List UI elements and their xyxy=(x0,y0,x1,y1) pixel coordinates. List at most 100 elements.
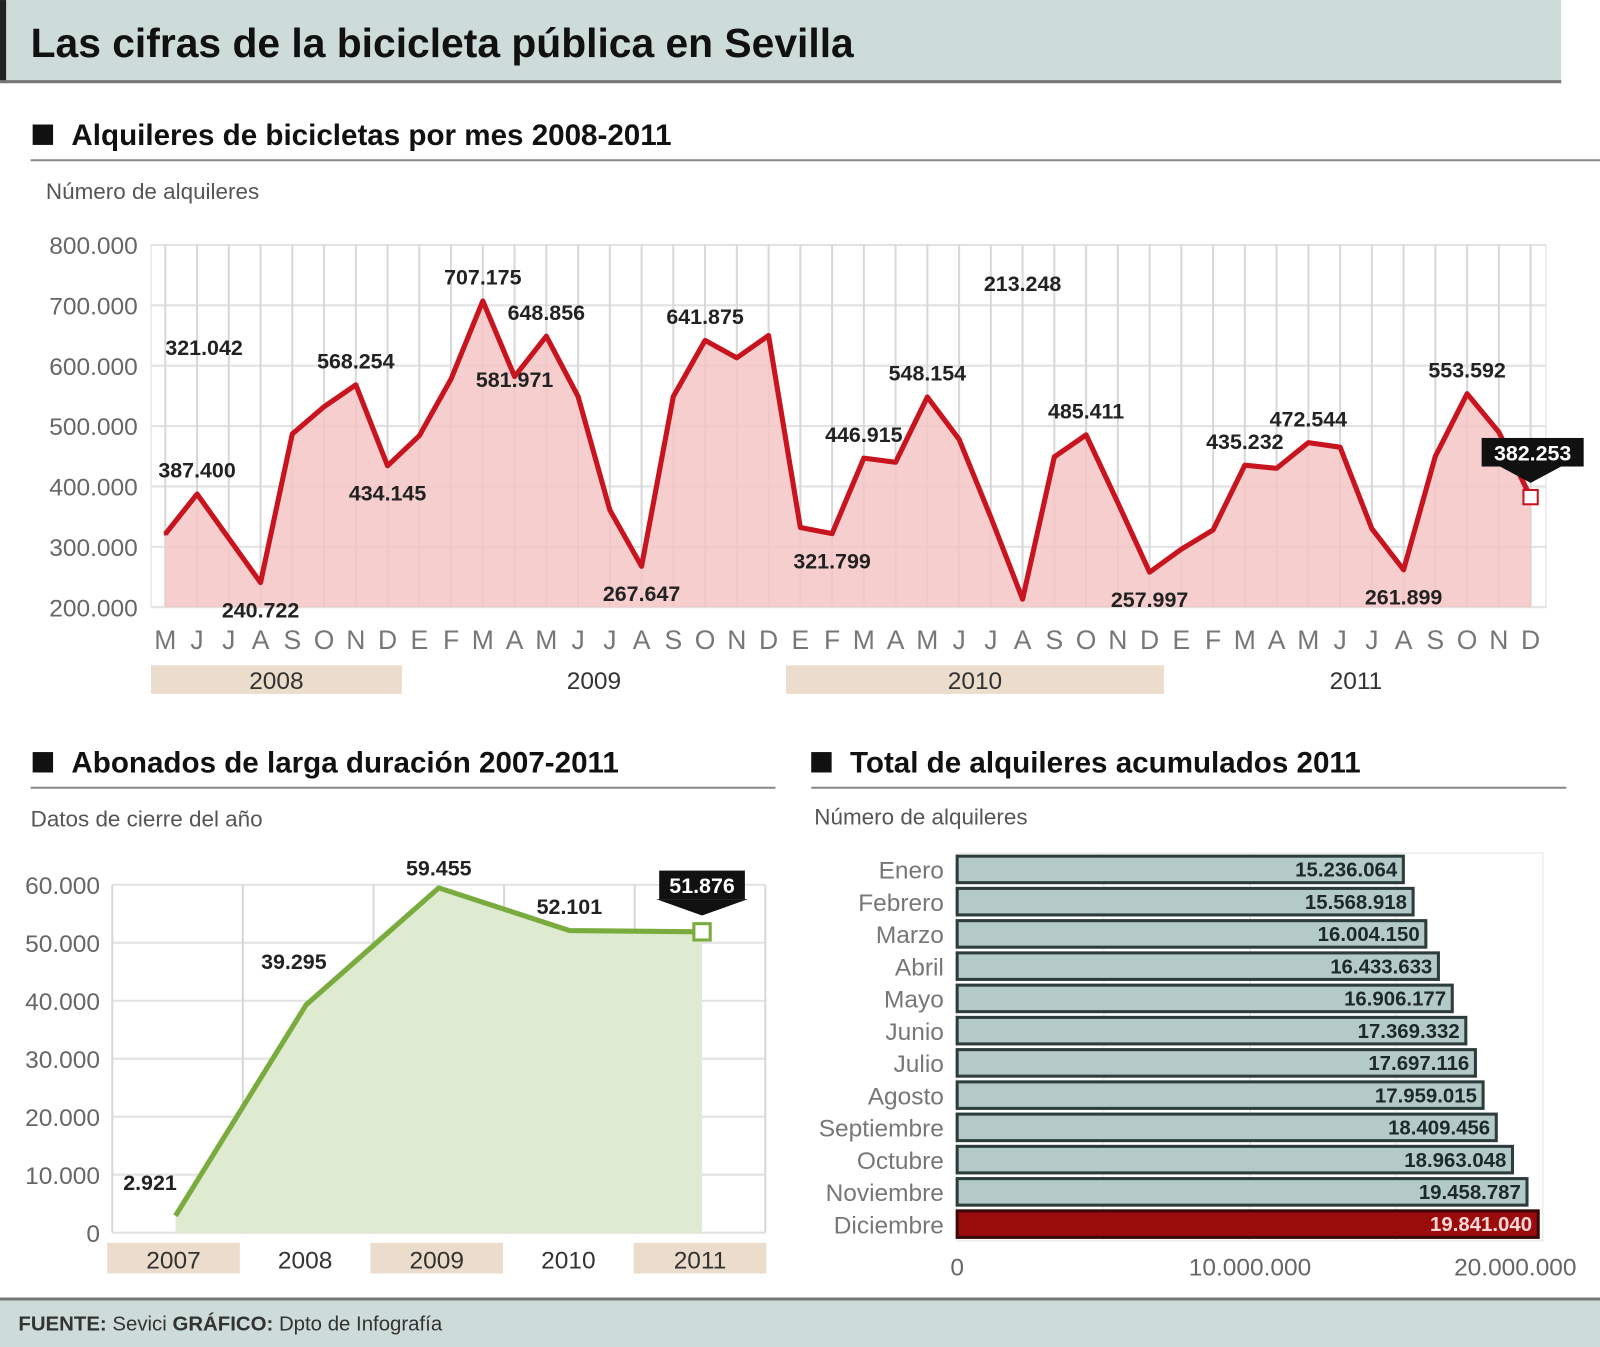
data-point xyxy=(513,375,517,379)
callout-pointer-icon xyxy=(1500,466,1562,483)
data-label: 52.101 xyxy=(537,895,603,919)
month-tick-label: O xyxy=(695,625,716,655)
area-fill xyxy=(175,887,703,1233)
section-bullet-icon xyxy=(811,752,832,773)
data-point xyxy=(830,532,834,536)
data-point xyxy=(1306,441,1310,445)
month-tick-label: J xyxy=(190,625,203,655)
bar-value-label: 17.697.116 xyxy=(1368,1053,1469,1075)
data-point xyxy=(1052,455,1056,459)
year-band xyxy=(107,1242,240,1274)
data-point xyxy=(894,460,898,464)
data-point xyxy=(1338,445,1342,449)
month-tick-label: D xyxy=(1521,625,1540,655)
subscribers-chart: 60.000 50.000 40.000 30.000 20.000 10.000 0 2.9… xyxy=(25,857,767,1274)
data-label: 39.295 xyxy=(261,950,327,974)
data-label: 382.253 xyxy=(1494,441,1571,465)
data-label: 548.154 xyxy=(889,362,966,386)
data-line xyxy=(163,298,1533,602)
source-label: FUENTE: xyxy=(18,1314,106,1336)
data-point xyxy=(1243,463,1247,467)
bar-value-label: 19.841.040 xyxy=(1430,1214,1532,1236)
page-title: Las cifras de la bicicleta pública en Se… xyxy=(31,20,854,66)
end-marker xyxy=(692,922,712,942)
bar xyxy=(955,1112,1498,1143)
data-label: 472.544 xyxy=(1270,407,1347,431)
month-tick-label: F xyxy=(824,625,840,655)
graphic-label: GRÁFICO: xyxy=(172,1313,273,1336)
source-value: Sevici xyxy=(112,1314,166,1336)
section-bullet-icon xyxy=(32,752,54,773)
data-point xyxy=(417,434,421,438)
year-label: 2010 xyxy=(541,1247,595,1274)
y-tick-label: 600.000 xyxy=(49,354,137,381)
subscribers-chart-subtitle: Datos de cierre del año xyxy=(31,807,263,832)
month-tick-label: F xyxy=(1205,625,1221,655)
data-point xyxy=(989,515,993,519)
month-tick-label: O xyxy=(1076,625,1097,655)
bar-value-label: 15.236.064 xyxy=(1295,860,1398,882)
footer-credits: FUENTE: Sevici GRÁFICO: Dpto de Infograf… xyxy=(18,1313,442,1336)
data-point xyxy=(227,536,231,540)
month-tick-label: A xyxy=(633,625,651,655)
x-tick-label: 20.000.000 xyxy=(1454,1255,1576,1282)
data-point xyxy=(957,437,961,441)
year-label: 2008 xyxy=(249,668,303,695)
data-point xyxy=(640,564,644,568)
month-tick-label: N xyxy=(1489,625,1508,655)
footer-band xyxy=(0,1297,1600,1347)
year-label: 2010 xyxy=(948,668,1002,695)
data-label: 59.455 xyxy=(406,857,472,881)
cumulative-chart: 15.236.064 Enero 15.568.918 Febrero 16.004.1… xyxy=(819,852,1577,1282)
data-label: 553.592 xyxy=(1428,358,1505,382)
data-point xyxy=(354,383,358,387)
data-label: 213.248 xyxy=(984,272,1061,296)
callout-pointer-icon xyxy=(656,899,748,916)
data-label: 568.254 xyxy=(317,350,394,374)
month-tick-label: J xyxy=(603,625,616,655)
year-label: 2007 xyxy=(146,1247,200,1274)
bar xyxy=(955,1209,1540,1239)
data-point xyxy=(735,356,739,360)
data-label: 446.915 xyxy=(825,423,902,447)
month-tick-label: S xyxy=(283,625,301,655)
month-tick-label: F xyxy=(443,625,459,655)
month-tick-label: S xyxy=(1045,625,1063,655)
month-tick-label: M xyxy=(853,625,875,655)
y-tick-label: 0 xyxy=(86,1221,100,1248)
y-tick-label: 800.000 xyxy=(49,233,137,260)
data-label: 434.145 xyxy=(349,482,426,506)
bar-category-label: Abril xyxy=(895,954,944,981)
data-point xyxy=(1084,433,1088,437)
month-tick-label: D xyxy=(759,625,778,655)
month-tick-label: E xyxy=(1173,625,1191,655)
month-tick-label: J xyxy=(222,625,235,655)
bar-category-label: Junio xyxy=(885,1019,944,1046)
month-tick-label: E xyxy=(410,625,428,655)
subscribers-chart-title: Abonados de larga duración 2007-2011 xyxy=(71,746,618,779)
month-tick-label: D xyxy=(378,625,397,655)
bar-value-label: 16.906.177 xyxy=(1344,989,1446,1011)
month-tick-label: M xyxy=(916,625,938,655)
month-tick-label: E xyxy=(791,625,809,655)
y-tick-label: 40.000 xyxy=(25,989,100,1016)
header-accent-bar xyxy=(0,0,7,82)
year-band xyxy=(370,1242,504,1274)
month-tick-label: S xyxy=(664,625,682,655)
data-label: 261.899 xyxy=(1365,585,1442,609)
cumulative-chart-xlabel: Número de alquileres xyxy=(814,805,1027,830)
bar-value-label: 19.458.787 xyxy=(1419,1182,1521,1204)
month-tick-label: A xyxy=(506,625,524,655)
y-tick-label: 10.000 xyxy=(25,1163,100,1190)
y-tick-label: 60.000 xyxy=(25,873,100,900)
bar-category-label: Febrero xyxy=(858,890,944,917)
data-point xyxy=(386,464,390,468)
data-label: 240.722 xyxy=(222,598,299,622)
month-tick-label: A xyxy=(1268,625,1286,655)
month-tick-label: J xyxy=(1333,625,1346,655)
area-fill xyxy=(165,300,1531,608)
bar-value-label: 16.433.633 xyxy=(1330,956,1432,978)
bar-category-label: Marzo xyxy=(876,922,944,949)
bar-value-label: 18.409.456 xyxy=(1388,1118,1490,1140)
header-band xyxy=(0,0,1562,82)
